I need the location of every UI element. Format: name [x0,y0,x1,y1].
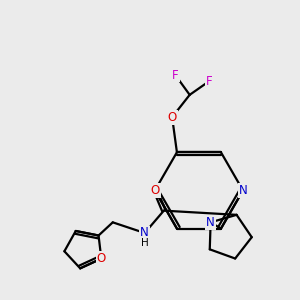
Text: O: O [167,111,177,124]
Text: H: H [141,238,148,248]
Text: O: O [97,252,106,265]
Text: F: F [206,75,212,88]
Text: N: N [140,226,149,239]
Text: O: O [151,184,160,197]
Text: F: F [172,68,178,82]
Text: N: N [238,184,247,197]
Text: N: N [206,216,215,229]
